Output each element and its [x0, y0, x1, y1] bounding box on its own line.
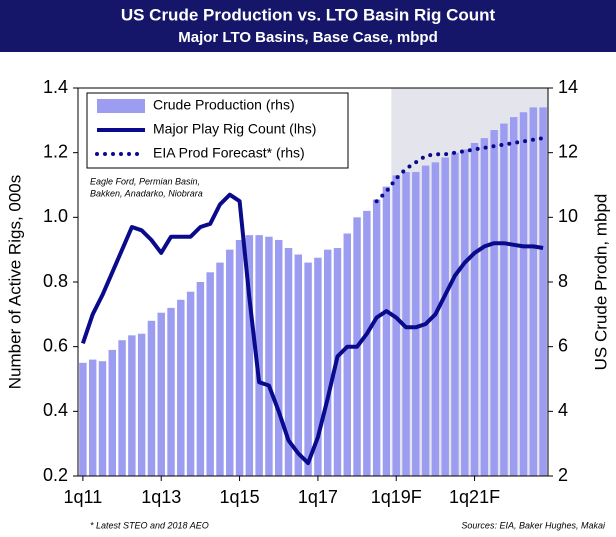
bar [510, 117, 518, 476]
x-tick-label: 1q17 [298, 487, 338, 507]
y2-tick-label: 12 [558, 141, 578, 161]
bar [363, 210, 371, 476]
bar [265, 236, 273, 476]
chart-title: US Crude Production vs. LTO Basin Rig Co… [121, 5, 496, 24]
bar [372, 199, 381, 477]
y-tick-label: 0.4 [43, 400, 68, 420]
bar [529, 107, 538, 477]
bar [519, 112, 528, 476]
y2-axis-label: US Crude Prodn, mbpd [591, 194, 610, 371]
bar [275, 239, 283, 476]
bar [461, 149, 469, 476]
annotation: Bakken, Anadarko, Niobrara [90, 188, 203, 198]
annotation: Eagle Ford, Permian Basin, [90, 176, 200, 186]
bar [255, 235, 263, 476]
bar [147, 320, 156, 476]
bar [284, 248, 293, 476]
series-line [81, 192, 544, 466]
bar [412, 172, 420, 477]
bar [235, 239, 244, 476]
chart-subtitle: Major LTO Basins, Base Case, mbpd [178, 29, 438, 46]
bar [500, 123, 508, 477]
bar [304, 262, 312, 476]
bar [323, 249, 332, 476]
bar [206, 272, 214, 476]
y2-tick-label: 10 [558, 206, 578, 226]
bar [392, 175, 400, 477]
bar [314, 257, 322, 476]
legend-label: EIA Prod Forecast* (rhs) [153, 145, 305, 161]
plot-frame [77, 87, 549, 477]
x-tick-label: 1q11 [64, 487, 103, 507]
x-tick-label: 1q19F [371, 487, 422, 507]
source: Sources: EIA, Baker Hughes, Makai [461, 520, 606, 530]
bar [216, 262, 224, 476]
x-tick-label: 1q13 [141, 487, 181, 507]
bar [79, 362, 87, 476]
bar [177, 299, 185, 476]
bar [480, 138, 489, 476]
bar [108, 349, 116, 476]
y-axis-label: Number of Active Rigs, 000s [5, 175, 24, 389]
bar [128, 335, 136, 476]
bar [167, 307, 175, 476]
x-tick-label: 1q21F [449, 487, 500, 507]
y2-tick-label: 2 [558, 465, 568, 485]
bar [294, 254, 303, 476]
x-tick-label: 1q15 [220, 487, 260, 507]
bar [196, 282, 205, 476]
bar [490, 130, 498, 477]
bar [157, 312, 165, 476]
y-tick-label: 0.2 [43, 465, 68, 485]
bar [451, 152, 459, 476]
y-tick-label: 1.0 [43, 206, 68, 226]
y2-tick-label: 14 [558, 77, 578, 97]
bar [470, 142, 479, 476]
bar [441, 157, 449, 476]
legend-label: Crude Production (rhs) [153, 97, 295, 113]
bar [137, 333, 146, 476]
bar [539, 107, 547, 477]
y2-tick-label: 6 [558, 335, 568, 355]
y-tick-label: 1.4 [43, 77, 68, 97]
y-tick-label: 1.2 [43, 141, 68, 161]
legend-label: Major Play Rig Count (lhs) [153, 121, 316, 137]
bar [402, 172, 410, 477]
bar [186, 291, 195, 476]
title-bar [0, 0, 616, 52]
bar [421, 165, 430, 476]
y-tick-label: 0.6 [43, 335, 68, 355]
bar [245, 235, 254, 476]
bar [431, 162, 440, 476]
bar [118, 340, 126, 476]
bar [343, 233, 351, 476]
bar [382, 186, 391, 476]
y-tick-label: 0.8 [43, 271, 68, 291]
legend-swatch [97, 99, 145, 113]
y2-tick-label: 4 [558, 400, 568, 420]
bar [88, 359, 97, 476]
y2-tick-label: 8 [558, 271, 568, 291]
bar [226, 249, 234, 476]
series-line [374, 136, 546, 204]
footnote: * Latest STEO and 2018 AEO [90, 520, 209, 530]
bar [98, 361, 107, 476]
